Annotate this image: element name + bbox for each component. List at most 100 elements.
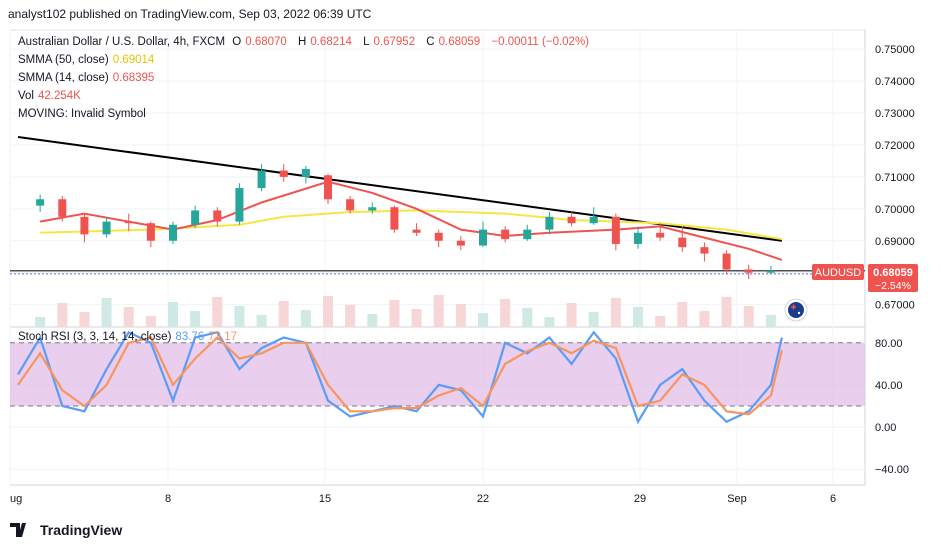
candle-body xyxy=(678,237,687,248)
legend-open: O 0.68070 xyxy=(232,36,287,48)
candle-body xyxy=(744,269,753,273)
volume-bar xyxy=(433,295,444,327)
candle-body xyxy=(479,229,487,246)
legend-high: H 0.68214 xyxy=(298,36,352,48)
candle-body xyxy=(766,270,775,273)
candle-body xyxy=(589,216,598,224)
tradingview-icon xyxy=(10,523,28,537)
volume-bar xyxy=(765,315,776,327)
volume-bar xyxy=(278,301,289,327)
legend-change: −0.00011 (−0.02%) xyxy=(491,36,590,48)
volume-bar xyxy=(345,305,356,327)
price-tick-label: 0.67000 xyxy=(875,300,915,312)
legend-close: C 0.68059 xyxy=(426,36,481,48)
trendline xyxy=(17,136,783,242)
volume-bar xyxy=(610,298,621,327)
candle-body xyxy=(102,221,111,235)
candle-body xyxy=(722,253,731,270)
stoch-lines xyxy=(17,330,783,425)
volume-bar xyxy=(566,303,577,327)
smma14-line xyxy=(39,180,783,261)
volume-bar xyxy=(544,317,555,327)
price-tick-label: 0.75000 xyxy=(875,44,915,56)
tradingview-logo[interactable]: TradingView xyxy=(10,522,122,538)
candle-body xyxy=(257,170,266,189)
time-tick-label: 15 xyxy=(319,493,331,505)
volume-bar xyxy=(699,311,710,327)
price-badge: AUDUSD 0.68059 −2.54% xyxy=(812,264,918,292)
legend-smma14: SMMA (14, close) 0.68395 xyxy=(18,72,155,84)
volume-bar xyxy=(677,302,688,327)
time-tick-label: 29 xyxy=(634,493,646,505)
legend-symbol: Australian Dollar / U.S. Dollar, 4h, FXC… xyxy=(18,36,226,48)
price-tick-label: 0.69000 xyxy=(875,236,915,248)
time-tick-label: 22 xyxy=(477,493,489,505)
candle-body xyxy=(80,216,89,235)
candle-body xyxy=(634,232,642,244)
candle-body xyxy=(213,210,222,222)
volume-bar xyxy=(389,300,400,327)
candle-body xyxy=(567,216,576,224)
volume-bar xyxy=(655,316,666,327)
price-tick-label: 0.74000 xyxy=(875,76,915,88)
candle-body xyxy=(545,216,554,230)
volume-bar xyxy=(57,303,68,327)
candles xyxy=(36,164,775,280)
legend-moving: MOVING: Invalid Symbol xyxy=(18,108,146,120)
volume-bar xyxy=(212,297,223,327)
candle-body xyxy=(523,229,532,240)
volume-bar xyxy=(478,313,488,327)
candle-body xyxy=(390,207,399,230)
volume-bar xyxy=(123,307,134,327)
price-tick-label: 0.72000 xyxy=(875,140,915,152)
badge-price: 0.68059 xyxy=(873,267,913,279)
stoch-tick-label: 40.00 xyxy=(875,380,903,392)
volume-bar xyxy=(367,314,378,327)
candle-body xyxy=(235,188,244,222)
stoch-tick-label: 0.00 xyxy=(875,422,896,434)
candle-body xyxy=(611,216,620,244)
volume-bar xyxy=(234,306,245,327)
volume-bar xyxy=(256,315,267,327)
smma50-line xyxy=(40,209,783,241)
badge-symbol: AUDUSD xyxy=(815,267,862,279)
legend-low: L 0.67952 xyxy=(363,36,416,48)
candle-body xyxy=(169,224,177,241)
price-tick-label: 0.73000 xyxy=(875,108,915,120)
indicator-lines xyxy=(10,136,865,275)
stoch-tick-label: 80.00 xyxy=(875,338,903,350)
candle-body xyxy=(368,207,377,211)
volume-bar xyxy=(101,298,112,327)
volume-bar xyxy=(588,312,599,327)
legend-stoch: Stoch RSI (3, 3, 14, 14, close) 83.76 73.1… xyxy=(18,331,237,343)
footer-brand: TradingView xyxy=(40,522,123,538)
price-tick-label: 0.71000 xyxy=(875,172,915,184)
legend-smma50: SMMA (50, close) 0.69014 xyxy=(18,54,155,66)
candle-body xyxy=(700,247,709,254)
volume-bars xyxy=(35,295,776,327)
candle-body xyxy=(346,199,355,211)
candle-body xyxy=(58,199,67,217)
volume-bar xyxy=(633,307,643,327)
candle-body xyxy=(279,170,288,177)
candle-body xyxy=(324,175,332,200)
volume-bar xyxy=(455,304,466,327)
time-tick-label: 6 xyxy=(830,493,836,505)
au-flag-icon[interactable] xyxy=(784,298,808,322)
volume-bar xyxy=(743,306,754,327)
volume-bar xyxy=(323,296,333,327)
time-tick-label: 8 xyxy=(165,493,171,505)
candle-body xyxy=(301,168,310,177)
volume-bar xyxy=(145,316,156,327)
candle-body xyxy=(412,229,421,233)
legend-vol: Vol 42.254K xyxy=(18,90,81,102)
publisher-header: analyst102 published on TradingView.com,… xyxy=(8,7,372,21)
candle-body xyxy=(501,229,510,240)
volume-bar xyxy=(411,309,422,327)
candle-body xyxy=(146,223,155,241)
time-tick-label: Sep xyxy=(727,493,747,505)
candle-body xyxy=(656,232,665,238)
candle-body xyxy=(36,199,45,206)
volume-bar xyxy=(168,302,178,327)
